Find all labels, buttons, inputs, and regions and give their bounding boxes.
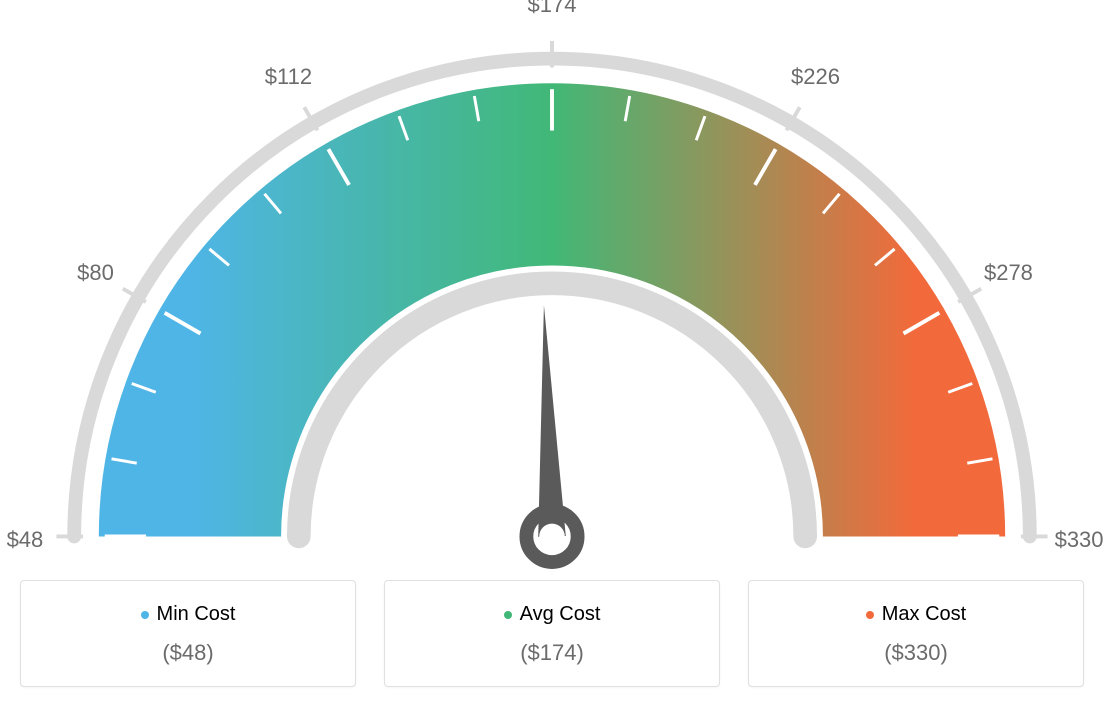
legend-dot-min	[141, 611, 149, 619]
legend-dot-avg	[504, 611, 512, 619]
legend-value-min: ($48)	[21, 640, 355, 666]
legend-row: Min Cost ($48) Avg Cost ($174) Max Cost …	[20, 580, 1084, 687]
tick-label: $80	[77, 260, 114, 286]
tick-label: $226	[791, 64, 840, 90]
tick-label: $278	[984, 260, 1033, 286]
gauge-svg	[20, 20, 1084, 580]
legend-value-max: ($330)	[749, 640, 1083, 666]
legend-card-max: Max Cost ($330)	[748, 580, 1084, 687]
gauge-chart: $48$80$112$174$226$278$330	[20, 20, 1084, 580]
legend-value-avg: ($174)	[385, 640, 719, 666]
tick-label: $330	[1055, 527, 1104, 553]
legend-title-max: Max Cost	[882, 603, 966, 626]
tick-label: $48	[7, 527, 44, 553]
legend-card-avg: Avg Cost ($174)	[384, 580, 720, 687]
legend-dot-max	[866, 611, 874, 619]
legend-title-avg: Avg Cost	[520, 603, 601, 626]
legend-card-min: Min Cost ($48)	[20, 580, 356, 687]
tick-label: $112	[265, 64, 312, 90]
tick-label: $174	[528, 0, 577, 18]
legend-title-min: Min Cost	[157, 603, 236, 626]
